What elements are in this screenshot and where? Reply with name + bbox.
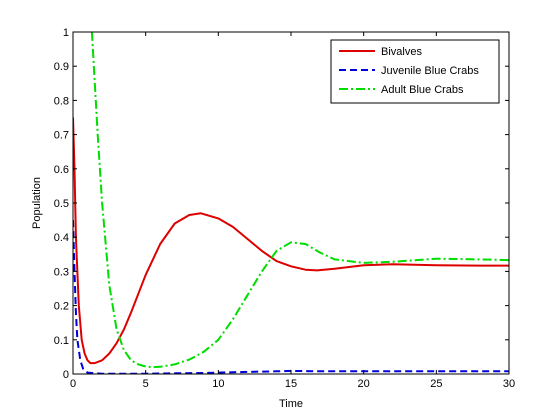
legend-label: Bivalves xyxy=(381,46,422,58)
x-tick-label: 25 xyxy=(430,378,442,390)
x-tick-label: 15 xyxy=(285,378,297,390)
y-tick-label: 0.9 xyxy=(54,61,69,73)
y-tick-label: 0.7 xyxy=(54,130,69,142)
y-axis: 0 0.1 0.2 0.3 0.4 0.5 0.6 0.7 0.8 0.9 1 xyxy=(54,27,509,381)
y-tick-label: 0.1 xyxy=(54,335,69,347)
legend: Bivalves Juvenile Blue Crabs Adult Blue Cr… xyxy=(330,39,500,104)
x-tick-label: 10 xyxy=(212,378,224,390)
y-tick-label: 1 xyxy=(63,27,69,39)
y-tick-label: 0.3 xyxy=(54,266,69,278)
x-tick-label: 0 xyxy=(70,378,76,390)
x-axis: 0 5 10 15 20 25 30 xyxy=(70,32,515,390)
y-tick-label: 0.5 xyxy=(54,198,69,210)
series-line-adult-blue-crabs xyxy=(90,32,509,369)
y-tick-label: 0.2 xyxy=(54,301,69,313)
x-tick-label: 5 xyxy=(143,378,149,390)
legend-label: Adult Blue Crabs xyxy=(381,84,464,96)
y-tick-label: 0 xyxy=(63,369,69,381)
legend-box xyxy=(330,39,500,104)
y-tick-label: 0.4 xyxy=(54,232,69,244)
legend-label: Juvenile Blue Crabs xyxy=(381,65,479,77)
y-axis-label: Population xyxy=(31,177,43,229)
series-line-bivalves xyxy=(73,117,509,365)
y-tick-label: 0.6 xyxy=(54,164,69,176)
x-tick-label: 30 xyxy=(503,378,515,390)
x-axis-label: Time xyxy=(279,398,303,410)
y-tick-label: 0.8 xyxy=(54,95,69,107)
x-tick-label: 20 xyxy=(358,378,370,390)
